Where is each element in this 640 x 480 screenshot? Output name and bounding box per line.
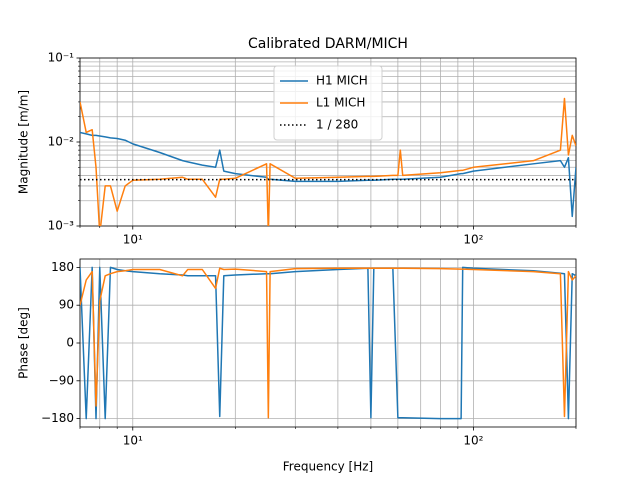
x-axis-label: Frequency [Hz] xyxy=(283,460,374,474)
y-axis-label: Magnitude [m/m] xyxy=(17,90,31,194)
series-group xyxy=(80,266,576,420)
x-tick-label: 10¹ xyxy=(123,434,143,448)
x-tick-label: 10² xyxy=(463,434,483,448)
y-tick-label: 10⁻³ xyxy=(48,219,75,233)
y-tick-label: 0 xyxy=(66,336,74,350)
y-axis-label: Phase [deg] xyxy=(17,307,31,379)
x-tick-label: 10² xyxy=(463,233,483,247)
axes-frame xyxy=(79,57,577,227)
y-tick-label: 180 xyxy=(51,260,74,274)
y-tick-label: −90 xyxy=(49,373,74,387)
legend: H1 MICH L1 MICH 1 / 280 xyxy=(273,65,383,141)
legend-label: L1 MICH xyxy=(316,96,365,110)
y-tick-label: 10⁻² xyxy=(48,135,75,149)
legend-label: H1 MICH xyxy=(316,74,368,88)
y-tick-label: 10⁻¹ xyxy=(48,51,75,65)
line xyxy=(80,267,576,419)
line xyxy=(80,266,576,420)
line xyxy=(80,97,576,226)
x-tick-label: 10¹ xyxy=(123,233,143,247)
series-group xyxy=(80,97,576,226)
legend-label: 1 / 280 xyxy=(316,118,358,132)
legend-box xyxy=(273,65,383,141)
line xyxy=(80,131,576,218)
axes: 10¹ 10² −180 −90 0 90 180 xyxy=(41,258,577,448)
y-tick-label: −180 xyxy=(41,411,74,425)
chart-title: Calibrated DARM/MICH xyxy=(248,36,408,52)
y-tick-label: 90 xyxy=(59,298,74,312)
axes-frame xyxy=(79,258,577,428)
